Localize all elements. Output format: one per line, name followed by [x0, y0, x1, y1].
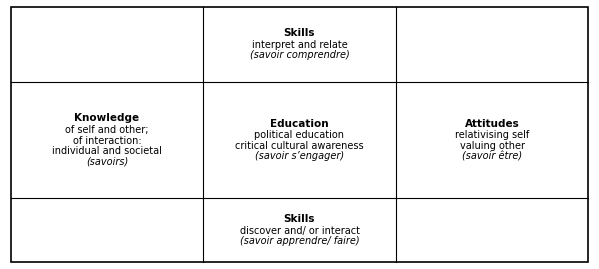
Text: of self and other;: of self and other; — [65, 125, 149, 135]
Text: relativising self: relativising self — [455, 130, 529, 140]
Text: discover and/ or interact: discover and/ or interact — [240, 226, 359, 236]
Text: political education: political education — [255, 130, 344, 140]
Text: (savoir s’engager): (savoir s’engager) — [255, 151, 344, 161]
Text: of interaction:: of interaction: — [72, 136, 141, 146]
Text: Education: Education — [270, 119, 329, 129]
Text: Skills: Skills — [284, 214, 315, 224]
Text: critical cultural awareness: critical cultural awareness — [235, 141, 364, 151]
Text: (savoir comprendre): (savoir comprendre) — [250, 50, 349, 60]
Text: (savoir apprendre/ faire): (savoir apprendre/ faire) — [240, 236, 359, 246]
Text: valuing other: valuing other — [459, 141, 525, 151]
Text: (savoir être): (savoir être) — [462, 151, 522, 161]
Text: Attitudes: Attitudes — [465, 119, 519, 129]
Text: Skills: Skills — [284, 28, 315, 38]
Text: individual and societal: individual and societal — [52, 146, 162, 156]
Text: interpret and relate: interpret and relate — [252, 40, 347, 50]
Text: Knowledge: Knowledge — [74, 114, 140, 123]
Text: (savoirs): (savoirs) — [86, 157, 128, 167]
